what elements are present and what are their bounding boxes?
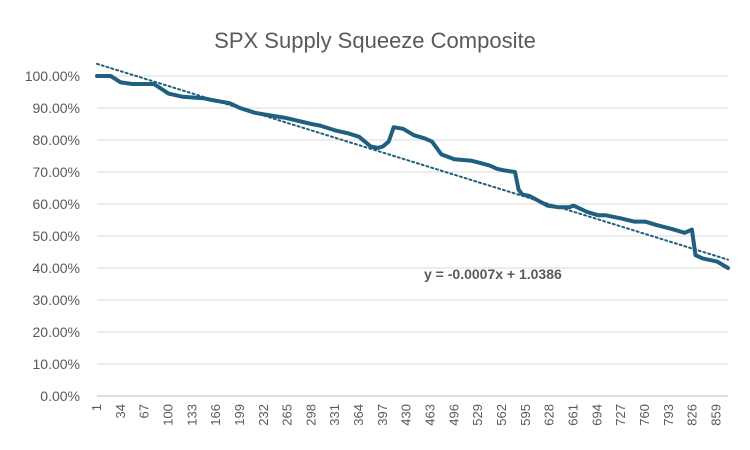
x-tick-label: 67	[137, 404, 152, 418]
y-tick-label: 70.00%	[33, 164, 80, 180]
x-tick-label: 34	[113, 404, 128, 418]
x-tick-label: 463	[423, 404, 438, 426]
x-tick-label: 265	[280, 404, 295, 426]
x-tick-label: 826	[685, 404, 700, 426]
y-tick-label: 0.00%	[40, 388, 80, 404]
y-tick-label: 100.00%	[25, 68, 80, 84]
y-tick-label: 10.00%	[33, 356, 80, 372]
x-tick-label: 595	[518, 404, 533, 426]
x-tick-label: 166	[208, 404, 223, 426]
x-tick-label: 727	[613, 404, 628, 426]
x-tick-label: 232	[256, 404, 271, 426]
y-tick-label: 20.00%	[33, 324, 80, 340]
x-tick-label: 364	[351, 404, 366, 426]
x-tick-label: 694	[589, 404, 604, 426]
y-tick-label: 90.00%	[33, 100, 80, 116]
series-line	[95, 74, 730, 270]
x-tick-label: 760	[637, 404, 652, 426]
x-tick-label: 1	[89, 404, 104, 411]
x-tick-label: 298	[303, 404, 318, 426]
x-tick-label: 661	[565, 404, 580, 426]
x-tick-label: 199	[232, 404, 247, 426]
x-tick-label: 133	[184, 404, 199, 426]
x-tick-label: 529	[470, 404, 485, 426]
x-tick-label: 628	[542, 404, 557, 426]
x-tick-label: 331	[327, 404, 342, 426]
x-tick-label: 496	[446, 404, 461, 426]
y-tick-label: 60.00%	[33, 196, 80, 212]
y-tick-label: 50.00%	[33, 228, 80, 244]
x-tick-label: 859	[708, 404, 723, 426]
y-tick-label: 30.00%	[33, 292, 80, 308]
x-tick-label: 430	[399, 404, 414, 426]
y-tick-label: 40.00%	[33, 260, 80, 276]
x-tick-label: 397	[375, 404, 390, 426]
x-tick-label: 562	[494, 404, 509, 426]
x-tick-label: 100	[160, 404, 175, 426]
trendline-equation: y = -0.0007x + 1.0386	[424, 266, 562, 282]
x-tick-label: 793	[661, 404, 676, 426]
trendline	[96, 62, 729, 261]
chart-title: SPX Supply Squeeze Composite	[214, 28, 536, 53]
y-tick-label: 80.00%	[33, 132, 80, 148]
